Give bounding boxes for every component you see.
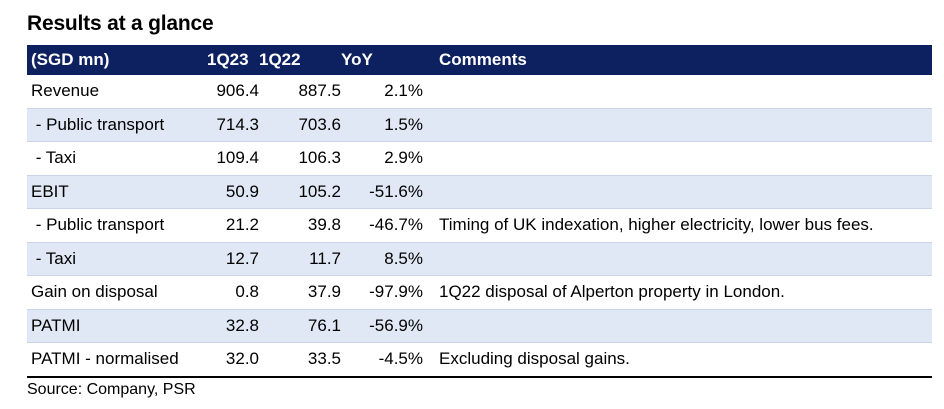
cell-yoy: 1.5% [384,114,423,134]
row-label: Gain on disposal [31,282,158,302]
cell-1q22: 703.6 [298,114,341,134]
table-body: Revenue 906.4 887.5 2.1% - Public transport… [27,75,932,377]
row-label: - Public transport [31,215,165,235]
cell-1q23: 109.4 [216,148,259,168]
cell-1q22: 105.2 [298,181,341,201]
row-label: PATMI - normalised [31,349,179,369]
row-label: EBIT [31,181,69,201]
cell-comment [423,108,932,142]
table-row: PATMI - normalised 32.0 33.5 -4.5% Excluding… [27,343,932,377]
table-row: Revenue 906.4 887.5 2.1% [27,75,932,108]
cell-1q22: 11.7 [309,248,341,268]
cell-comment [423,142,932,176]
row-label: - Taxi [31,248,77,268]
results-table: (SGD mn) 1Q23 1Q22 YoY Comments Revenue 9… [27,45,932,378]
cell-yoy: 2.1% [384,81,423,101]
table-header-row: (SGD mn) 1Q23 1Q22 YoY Comments [27,45,932,75]
cell-1q23: 50.9 [225,181,259,201]
cell-comment [423,242,932,276]
header-yoy: YoY [341,50,373,69]
table-row: - Taxi 12.7 11.7 8.5% [27,242,932,276]
source-note: Source: Company, PSR [27,381,196,398]
cell-yoy: -4.5% [378,349,423,369]
cell-yoy: -56.9% [369,315,423,335]
table-row: - Public transport 21.2 39.8 -46.7% Timing o… [27,209,932,242]
cell-1q23: 32.0 [225,349,259,369]
table-row: Gain on disposal 0.8 37.9 -97.9% 1Q22 dispos… [27,276,932,309]
header-label: (SGD mn) [31,50,110,69]
cell-1q23: 12.7 [225,248,259,268]
header-comments: Comments [439,50,527,69]
cell-yoy: -97.9% [369,282,423,302]
cell-comment: Timing of UK indexation, higher electric… [439,215,874,235]
cell-yoy: -46.7% [369,215,423,235]
cell-yoy: 8.5% [384,248,423,268]
cell-comment [423,75,932,108]
cell-1q22: 37.9 [307,282,341,302]
cell-yoy: 2.9% [384,148,423,168]
row-label: - Taxi [31,148,77,168]
cell-comment: Excluding disposal gains. [439,349,630,369]
cell-1q22: 33.5 [307,349,341,369]
cell-1q22: 887.5 [298,81,341,101]
cell-comment [423,175,932,209]
header-1q23: 1Q23 [207,50,249,69]
cell-1q22: 76.1 [307,315,341,335]
row-label: PATMI [31,315,81,335]
cell-1q23: 714.3 [216,114,259,134]
table-row: - Taxi 109.4 106.3 2.9% [27,142,932,176]
cell-1q23: 906.4 [216,81,259,101]
cell-1q22: 39.8 [307,215,341,235]
page-title: Results at a glance [27,12,214,35]
cell-comment [423,309,932,343]
table-row: EBIT 50.9 105.2 -51.6% [27,175,932,209]
table-row: - Public transport 714.3 703.6 1.5% [27,108,932,142]
cell-comment: 1Q22 disposal of Alperton property in Lo… [439,282,785,302]
row-label: Revenue [31,81,100,101]
cell-yoy: -51.6% [369,181,423,201]
cell-1q23: 21.2 [225,215,259,235]
header-1q22: 1Q22 [259,50,301,69]
cell-1q22: 106.3 [298,148,341,168]
row-label: - Public transport [31,114,165,134]
cell-1q23: 32.8 [225,315,259,335]
table-row: PATMI 32.8 76.1 -56.9% [27,309,932,343]
cell-1q23: 0.8 [235,282,259,302]
